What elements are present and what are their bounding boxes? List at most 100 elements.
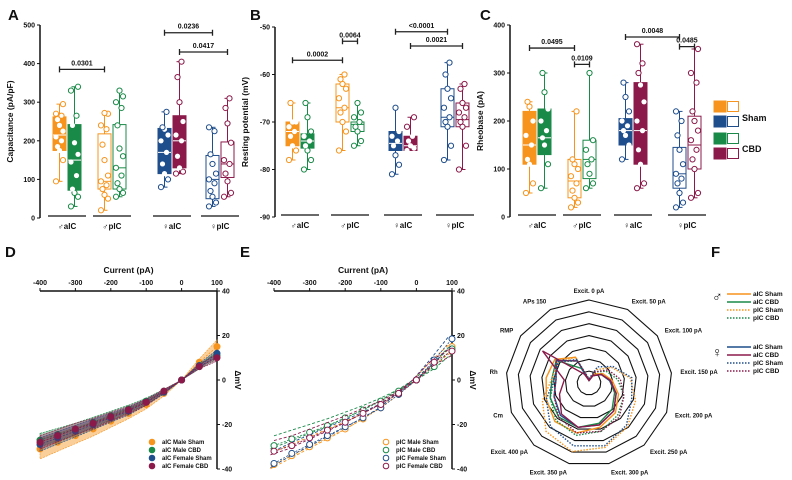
data-point bbox=[213, 354, 221, 362]
legend-sham-label: Sham bbox=[742, 113, 767, 123]
data-point bbox=[586, 170, 593, 177]
series-pic-female-cbd bbox=[270, 347, 456, 456]
data-point bbox=[287, 99, 294, 107]
legend-label: pIC Female Sham bbox=[396, 456, 446, 462]
data-point bbox=[116, 87, 123, 94]
data-point bbox=[679, 161, 687, 168]
panel-letter: B bbox=[250, 7, 261, 24]
data-point bbox=[54, 116, 61, 123]
panel-e: E Current (pA) -400 -300 -200 -100 0 100 40 20 0 -2… bbox=[240, 244, 478, 474]
box-♀pIC-sham bbox=[205, 124, 220, 210]
legend-label: aIC Male Sham bbox=[162, 440, 204, 446]
data-point bbox=[691, 165, 698, 173]
legend-label: aIC Female CBD bbox=[162, 464, 209, 470]
data-point bbox=[119, 93, 127, 100]
data-point bbox=[440, 156, 448, 164]
data-point bbox=[541, 142, 548, 148]
box-♀aIC-cbd bbox=[403, 114, 418, 154]
data-point bbox=[444, 85, 451, 92]
data-point bbox=[672, 170, 680, 177]
data-point bbox=[270, 459, 278, 467]
legend-label: pIC CBD bbox=[753, 368, 780, 375]
y-tick-label: 0 bbox=[501, 215, 505, 222]
data-point bbox=[618, 156, 626, 163]
box-♂pIC-sham bbox=[97, 109, 112, 214]
data-point bbox=[633, 41, 641, 48]
data-point bbox=[389, 133, 395, 139]
data-point bbox=[71, 425, 79, 433]
data-point bbox=[639, 128, 646, 134]
data-point bbox=[289, 119, 296, 125]
y-tick-label: 100 bbox=[493, 167, 505, 174]
radar-axis-label: Excit. 300 pA bbox=[611, 470, 649, 476]
legend-marker bbox=[148, 446, 156, 454]
data-point bbox=[300, 166, 308, 173]
data-point bbox=[209, 193, 216, 200]
y-tick-label: -60 bbox=[260, 72, 270, 79]
significance-bracket bbox=[573, 61, 591, 68]
data-point bbox=[302, 99, 309, 107]
data-point bbox=[573, 180, 580, 187]
data-point bbox=[693, 79, 700, 86]
y-tick-label: -20 bbox=[222, 422, 232, 429]
significance-bracket bbox=[678, 43, 696, 50]
data-point bbox=[220, 193, 228, 200]
radar-axis-label: Excit. 350 pA bbox=[530, 470, 568, 476]
data-point bbox=[288, 449, 296, 457]
radar-series-male-pic-cbd bbox=[549, 360, 625, 437]
data-point bbox=[404, 147, 410, 154]
sem-band bbox=[39, 353, 218, 450]
significance-bracket bbox=[58, 66, 106, 73]
box-iqr bbox=[67, 124, 82, 191]
data-point bbox=[104, 172, 112, 179]
data-point bbox=[103, 126, 110, 133]
radar-axis-label: Cm bbox=[493, 414, 503, 420]
data-point bbox=[622, 132, 629, 138]
data-point bbox=[396, 128, 402, 135]
data-point bbox=[205, 176, 213, 183]
x-tick-label: -300 bbox=[303, 280, 317, 287]
data-point bbox=[567, 173, 575, 180]
data-point bbox=[213, 343, 221, 351]
female-symbol-icon: ♀ bbox=[712, 344, 723, 360]
data-point bbox=[442, 118, 449, 126]
y-tick-label: 0 bbox=[31, 216, 35, 223]
data-point bbox=[174, 74, 181, 81]
data-point bbox=[97, 207, 105, 214]
p-value-label: 0.0064 bbox=[339, 32, 361, 39]
data-point bbox=[304, 114, 311, 121]
data-point bbox=[97, 122, 105, 129]
fit-line bbox=[273, 353, 453, 437]
data-point bbox=[205, 124, 213, 131]
radar-series-male-aic-sham bbox=[545, 356, 620, 434]
legend-swatch-filled bbox=[713, 100, 727, 113]
data-point bbox=[569, 156, 576, 163]
data-point bbox=[163, 149, 170, 155]
box-♀pIC-cbd bbox=[455, 80, 470, 173]
data-point bbox=[539, 135, 546, 141]
box-♀pIC-cbd bbox=[220, 95, 235, 200]
data-point bbox=[691, 117, 698, 125]
legend-label: aIC CBD bbox=[753, 299, 779, 306]
legend-swatch-open bbox=[727, 148, 739, 159]
radar-axis-label: Excit. 50 pA bbox=[632, 300, 667, 306]
data-point bbox=[446, 114, 453, 121]
data-point bbox=[634, 118, 640, 124]
data-point bbox=[71, 140, 78, 146]
data-point bbox=[67, 203, 75, 210]
data-point bbox=[529, 180, 537, 187]
y-tick-label: -40 bbox=[457, 467, 467, 474]
legend-swatch-open bbox=[727, 133, 739, 144]
data-point bbox=[447, 142, 455, 149]
data-point bbox=[159, 124, 166, 131]
series-line bbox=[273, 346, 453, 465]
box-♀pIC-sham bbox=[440, 59, 455, 164]
data-point bbox=[89, 419, 97, 427]
data-point bbox=[407, 143, 414, 149]
box-♀aIC-sham bbox=[157, 108, 172, 191]
data-point bbox=[626, 142, 632, 148]
data-point bbox=[635, 69, 642, 77]
data-point bbox=[74, 83, 82, 90]
y-tick-label: 500 bbox=[23, 23, 35, 30]
data-point bbox=[392, 104, 399, 111]
